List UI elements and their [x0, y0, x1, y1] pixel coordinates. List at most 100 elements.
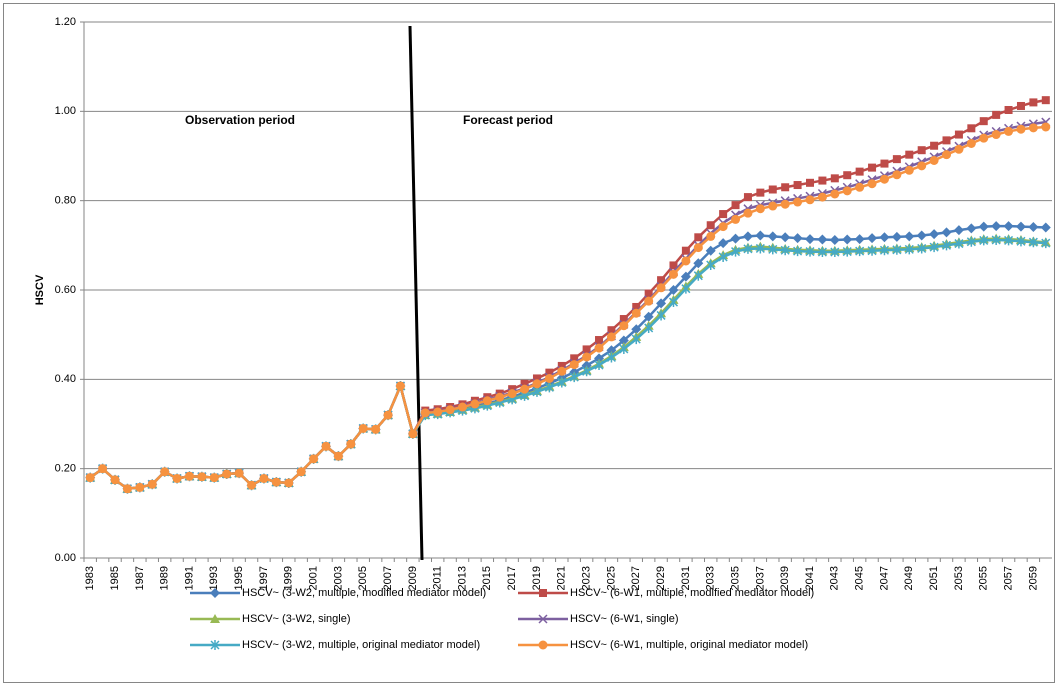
data-point: [855, 167, 864, 176]
data-point: [184, 471, 194, 481]
x-tick-label: 1989: [159, 566, 171, 590]
chart-border: [3, 3, 1055, 683]
y-tick-label: 0.20: [55, 463, 76, 475]
data-point: [780, 245, 790, 256]
data-point: [433, 407, 443, 417]
data-point: [284, 478, 294, 488]
y-tick-label: 0.40: [55, 373, 76, 385]
legend-label: HSCV~ (3-W2, multiple, modified mediator…: [242, 587, 486, 599]
data-point: [868, 163, 877, 172]
data-point: [693, 270, 703, 281]
x-tick-label: 2017: [506, 566, 518, 590]
data-point: [594, 360, 604, 371]
data-point: [321, 441, 331, 451]
data-point: [916, 230, 927, 241]
data-point: [904, 231, 915, 242]
data-point: [160, 467, 170, 477]
x-tick-label: 2037: [754, 566, 766, 590]
data-point: [842, 246, 852, 257]
data-point: [668, 269, 678, 279]
data-point: [694, 233, 703, 242]
data-point: [570, 354, 579, 363]
data-point: [966, 138, 976, 148]
x-tick-label: 1993: [208, 566, 220, 590]
data-point: [1004, 126, 1014, 136]
data-point: [557, 361, 566, 370]
y-tick-label: 1.20: [55, 16, 76, 28]
data-point: [656, 298, 667, 309]
data-point: [892, 170, 902, 180]
data-point: [755, 243, 765, 254]
data-point: [892, 244, 902, 255]
data-point: [1004, 235, 1014, 246]
data-point: [843, 171, 852, 180]
data-point: [594, 343, 604, 353]
y-axis-label: HSCV: [34, 274, 46, 305]
x-tick-label: 1997: [258, 566, 270, 590]
data-point: [607, 326, 616, 335]
x-tick-label: 1983: [84, 566, 96, 590]
x-tick-label: 2059: [1027, 566, 1039, 590]
data-point: [991, 234, 1001, 245]
data-point: [656, 310, 666, 321]
y-tick-label: 1.00: [55, 105, 76, 117]
x-tick-label: 2029: [655, 566, 667, 590]
x-tick-label: 2031: [680, 566, 692, 590]
data-point: [656, 283, 666, 293]
data-point: [966, 236, 976, 247]
data-point: [681, 256, 691, 266]
data-point: [755, 230, 766, 241]
data-point: [197, 472, 207, 482]
data-point: [855, 246, 865, 257]
data-point: [718, 222, 728, 232]
data-point: [867, 245, 877, 256]
data-point: [470, 399, 480, 409]
data-point: [1016, 124, 1026, 134]
data-point: [929, 155, 939, 165]
data-point: [1029, 98, 1038, 107]
data-point: [818, 176, 827, 185]
x-tick-label: 2007: [382, 566, 394, 590]
x-tick-label: 1991: [183, 566, 195, 590]
legend-marker: [210, 588, 220, 598]
data-point: [569, 360, 579, 370]
data-point: [247, 480, 257, 490]
data-point: [271, 477, 281, 487]
data-point: [259, 473, 269, 483]
data-point: [979, 133, 989, 143]
data-point: [917, 243, 927, 254]
x-tick-label: 2039: [779, 566, 791, 590]
x-tick-label: 2027: [630, 566, 642, 590]
data-point: [1028, 222, 1039, 233]
data-point: [930, 141, 939, 150]
data-point: [420, 408, 430, 418]
data-point: [544, 373, 554, 383]
legend-label: HSCV~ (3-W2, single): [242, 613, 351, 625]
data-point: [680, 271, 691, 282]
data-point: [705, 245, 716, 256]
data-point: [891, 231, 902, 242]
y-tick-label: 0.00: [55, 552, 76, 564]
data-point: [532, 379, 542, 389]
data-point: [792, 233, 803, 244]
data-point: [1041, 238, 1051, 249]
data-point: [743, 193, 752, 202]
x-tick-label: 1985: [109, 566, 121, 590]
data-point: [371, 424, 381, 434]
x-tick-label: 2005: [357, 566, 369, 590]
x-tick-label: 2055: [978, 566, 990, 590]
x-tick-label: 2043: [829, 566, 841, 590]
data-point: [507, 389, 517, 399]
data-point: [1016, 101, 1025, 110]
legend-marker: [210, 640, 220, 650]
data-point: [595, 336, 604, 345]
legend-marker: [538, 640, 548, 650]
x-tick-label: 2045: [854, 566, 866, 590]
data-point: [1041, 122, 1051, 132]
data-point: [780, 199, 790, 209]
period-divider: [408, 25, 424, 561]
data-point: [1003, 221, 1014, 232]
data-point: [545, 368, 554, 377]
x-tick-label: 2025: [605, 566, 617, 590]
